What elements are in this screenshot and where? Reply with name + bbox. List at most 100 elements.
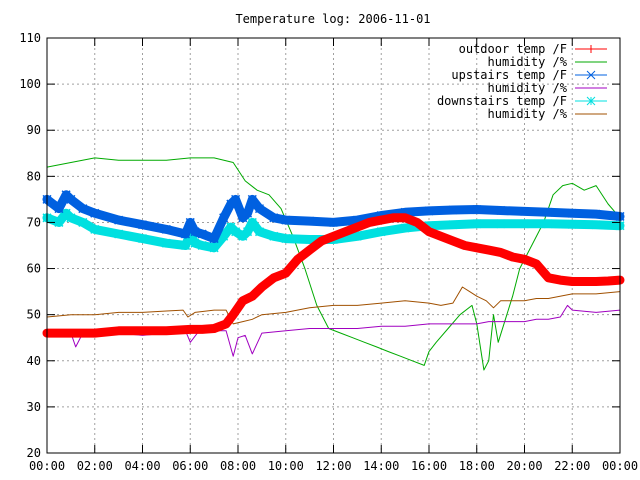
data-point	[329, 232, 338, 241]
x-tick-label: 22:00	[554, 459, 590, 473]
data-point	[281, 269, 290, 278]
data-point	[305, 246, 314, 255]
x-tick-label: 00:00	[602, 459, 638, 473]
data-point	[496, 205, 506, 215]
data-point	[247, 217, 257, 227]
data-point	[269, 231, 279, 241]
data-point	[568, 277, 577, 286]
y-tick-label: 30	[27, 400, 41, 414]
y-tick-label: 110	[19, 31, 41, 45]
data-point	[580, 277, 589, 286]
data-point	[508, 253, 517, 262]
data-point	[484, 246, 493, 255]
data-point	[377, 216, 386, 225]
data-point	[472, 205, 482, 215]
legend-label: downstairs temp /F	[437, 94, 567, 108]
x-tick-label: 04:00	[124, 459, 160, 473]
data-point	[210, 324, 219, 333]
data-point	[328, 217, 339, 227]
x-tick-label: 14:00	[363, 459, 399, 473]
data-point	[243, 227, 253, 237]
data-point	[180, 240, 191, 251]
data-point	[231, 194, 241, 204]
data-point	[209, 243, 219, 253]
data-point	[389, 213, 398, 222]
data-point	[472, 219, 482, 229]
x-axis-ticks: 00:00 02:00 04:00 06:00 08:00 10:00 12:00 14:00…	[29, 38, 638, 473]
data-point	[269, 213, 279, 223]
legend-marker	[586, 70, 596, 80]
data-point	[413, 218, 422, 227]
data-point	[66, 213, 76, 223]
legend-label: humidity /%	[488, 81, 568, 95]
data-point	[496, 219, 506, 229]
data-point	[425, 227, 433, 236]
y-axis-ticks: 20 30 40 50 60 70 80 90 100 110	[19, 31, 620, 460]
data-point	[591, 209, 601, 219]
data-point	[161, 238, 171, 248]
data-point	[592, 277, 601, 286]
data-point	[305, 216, 315, 226]
data-point	[520, 255, 529, 264]
data-point	[353, 223, 362, 232]
data-point	[400, 223, 410, 233]
data-point	[281, 215, 291, 225]
data-point	[162, 326, 171, 335]
data-point	[248, 292, 257, 301]
grid	[47, 38, 620, 453]
x-tick-label: 12:00	[315, 459, 351, 473]
x-tick-label: 02:00	[77, 459, 113, 473]
data-point	[185, 217, 195, 227]
data-point	[436, 232, 445, 241]
data-point	[90, 208, 100, 218]
data-point	[543, 207, 553, 217]
data-point	[222, 319, 231, 328]
data-point	[66, 194, 76, 204]
data-point	[243, 208, 253, 218]
data-point	[376, 227, 386, 237]
data-point	[161, 224, 171, 234]
y-tick-label: 80	[27, 169, 41, 183]
data-point	[114, 229, 124, 239]
data-point	[247, 194, 257, 204]
series-line-humidity-1	[46, 157, 621, 371]
data-point	[197, 229, 207, 239]
series-line-humidity-5	[46, 286, 621, 325]
data-point	[519, 206, 530, 216]
data-point	[269, 273, 278, 282]
legend-label: outdoor temp /F	[459, 42, 567, 56]
data-point	[90, 329, 99, 338]
data-point	[317, 236, 326, 245]
data-point	[190, 227, 200, 237]
x-tick-label: 16:00	[411, 459, 447, 473]
data-point	[257, 283, 266, 291]
legend-label: upstairs temp /F	[451, 68, 567, 82]
data-point	[567, 208, 577, 218]
x-tick-label: 18:00	[459, 459, 495, 473]
legend-label: humidity /%	[488, 107, 568, 121]
x-tick-label: 10:00	[268, 459, 304, 473]
data-point	[519, 219, 530, 229]
data-point	[401, 213, 410, 222]
data-point	[543, 219, 553, 229]
data-point	[90, 224, 100, 234]
data-point	[197, 240, 207, 251]
y-tick-label: 100	[19, 77, 41, 91]
data-point	[198, 325, 207, 334]
data-point	[254, 227, 265, 237]
data-point	[190, 238, 200, 248]
data-point	[352, 231, 362, 241]
data-point	[556, 276, 565, 285]
data-point	[238, 296, 247, 305]
data-point	[544, 273, 553, 282]
chart-title: Temperature log: 2006-11-01	[235, 12, 430, 26]
data-point	[78, 204, 88, 214]
data-point	[114, 215, 124, 225]
x-tick-label: 20:00	[506, 459, 542, 473]
data-point	[365, 218, 374, 227]
data-point	[66, 329, 75, 338]
data-point	[231, 227, 241, 237]
data-point	[293, 255, 302, 264]
data-point	[229, 310, 238, 319]
